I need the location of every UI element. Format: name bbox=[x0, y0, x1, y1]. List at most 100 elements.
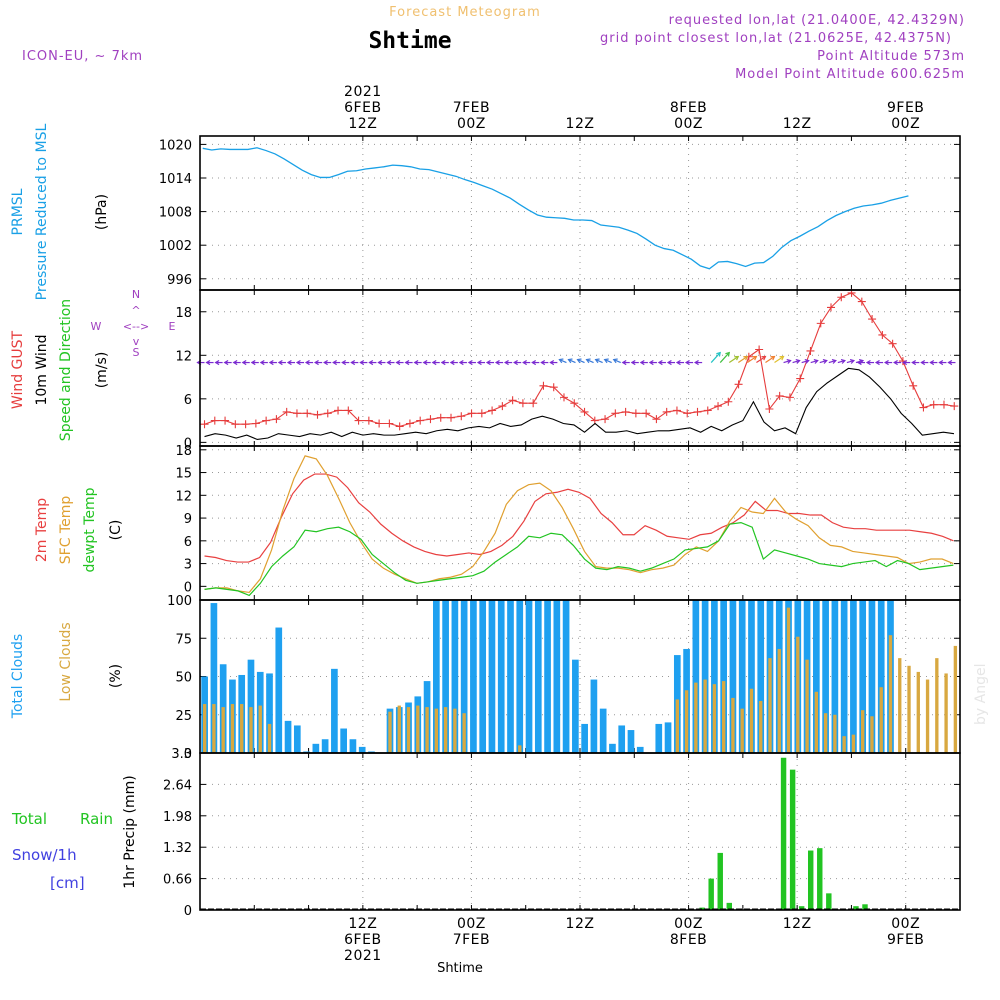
wind-barb bbox=[586, 359, 594, 364]
pressure-line bbox=[202, 147, 909, 270]
gust-point bbox=[683, 409, 692, 418]
low-cloud-bar bbox=[777, 648, 781, 753]
total-cloud-bar bbox=[210, 603, 218, 753]
gust-point bbox=[221, 416, 230, 425]
rain-bar bbox=[817, 848, 823, 910]
y-tick-label: 15 bbox=[175, 467, 192, 482]
low-cloud-bar bbox=[202, 704, 207, 753]
low-cloud-bar bbox=[768, 658, 772, 753]
gust-point bbox=[662, 407, 671, 416]
gust-point bbox=[241, 420, 250, 429]
gust-point bbox=[559, 393, 568, 402]
total-cloud-bar bbox=[433, 600, 440, 753]
wind-barb-head bbox=[621, 359, 627, 366]
gust-point bbox=[354, 416, 363, 425]
svg-text:^: ^ bbox=[131, 304, 140, 317]
wind-barb-head bbox=[359, 359, 365, 366]
wind-barb-head bbox=[313, 359, 319, 366]
wind-labels: Wind GUST 10m Wind Speed and Direction (… bbox=[10, 288, 176, 441]
total-cloud-bar bbox=[442, 600, 449, 753]
top-time-label: 00Z bbox=[674, 116, 703, 132]
wind-barb bbox=[710, 352, 721, 363]
bottom-time-label: 00Z bbox=[891, 916, 920, 932]
label-cm: [cm] bbox=[50, 874, 85, 892]
gust-point bbox=[672, 406, 681, 415]
y-tick-label: 1.98 bbox=[163, 810, 192, 825]
wind-barb-head bbox=[734, 355, 740, 361]
total-cloud-bar bbox=[331, 668, 338, 753]
gust-point bbox=[426, 415, 435, 424]
label-1hr-precip: 1hr Precip (mm) bbox=[122, 775, 138, 888]
total-cloud-bar bbox=[470, 600, 477, 753]
wind-barb-head bbox=[467, 359, 473, 366]
total-cloud-bar bbox=[544, 600, 551, 753]
wind-barb-head bbox=[929, 359, 935, 366]
total-cloud-bar bbox=[497, 600, 505, 753]
gust-point bbox=[375, 419, 384, 428]
top-time-label: 12Z bbox=[566, 116, 595, 132]
dewpt-line bbox=[204, 522, 954, 597]
wind-barb-head bbox=[920, 359, 926, 366]
total-cloud-bar bbox=[516, 600, 524, 753]
wind-barb-head bbox=[540, 359, 546, 366]
wind-barb-head bbox=[223, 359, 229, 366]
wind-barb bbox=[568, 359, 576, 364]
gust-point bbox=[251, 419, 260, 428]
gust-point bbox=[292, 409, 301, 418]
gust-point bbox=[323, 409, 332, 418]
low-cloud-bar bbox=[935, 658, 939, 753]
rain-bar bbox=[789, 769, 796, 910]
low-cloud-bar bbox=[805, 659, 809, 753]
requested-coords: requested lon,lat (21.0400E, 42.4329N) bbox=[669, 13, 965, 28]
low-cloud-bar bbox=[675, 699, 679, 753]
wind-barb bbox=[774, 356, 784, 364]
plot-area: 9961002100810141020061218036912151802550… bbox=[159, 84, 961, 964]
wind-barb-head bbox=[947, 359, 953, 366]
total-cloud-bar bbox=[312, 743, 320, 753]
wind-barb-head bbox=[648, 359, 654, 366]
bottom-time-label: 00Z bbox=[457, 916, 486, 932]
low-cloud-bar bbox=[230, 704, 235, 753]
total-cloud-bar bbox=[479, 600, 487, 753]
wind-barb-head bbox=[485, 359, 491, 366]
wind-barb-head bbox=[286, 359, 292, 366]
gust-point bbox=[344, 406, 353, 415]
model-name: ICON-EU, ~ 7km bbox=[22, 49, 143, 64]
total-cloud-bar bbox=[748, 600, 755, 753]
wind-barb-head bbox=[440, 359, 446, 366]
gust-point bbox=[919, 403, 928, 412]
top-time-label: 12Z bbox=[783, 116, 812, 132]
wind-barb-head bbox=[716, 351, 721, 357]
temperature-labels: 2m Temp SFC Temp dewpt Temp (C) bbox=[34, 487, 124, 572]
low-cloud-bar bbox=[416, 705, 420, 753]
low-cloud-bar bbox=[212, 704, 216, 753]
wind-barb-head bbox=[259, 359, 265, 366]
wind-barb bbox=[846, 359, 855, 364]
gust-point bbox=[755, 345, 764, 354]
wind-barb-head bbox=[693, 359, 699, 366]
gust-point bbox=[693, 407, 702, 416]
low-cloud-bar bbox=[814, 691, 819, 753]
low-cloud-bar bbox=[388, 711, 392, 753]
low-cloud-bar bbox=[749, 688, 754, 753]
top-time-label: 12Z bbox=[348, 116, 377, 132]
total-cloud-bar bbox=[692, 600, 700, 753]
y-tick-label: 3 bbox=[184, 558, 192, 573]
gust-point bbox=[385, 419, 394, 428]
wind-barb-head bbox=[743, 355, 749, 361]
wind-barb-head bbox=[494, 359, 500, 366]
bottom-time-label: 7FEB bbox=[453, 932, 490, 948]
total-cloud-bar bbox=[293, 725, 301, 753]
wind-barb-head bbox=[831, 358, 837, 364]
wind-barb-head bbox=[874, 359, 880, 366]
total-cloud-bar bbox=[701, 600, 709, 753]
low-cloud-bar bbox=[453, 708, 457, 753]
wind-barb-head bbox=[761, 355, 767, 361]
wind-barb-head bbox=[250, 359, 256, 366]
low-cloud-bar bbox=[258, 705, 262, 753]
gust-point bbox=[457, 412, 466, 421]
gust-point bbox=[200, 420, 209, 429]
total-cloud-bar bbox=[451, 600, 459, 753]
wind-barb-head bbox=[938, 359, 944, 366]
wind-barb-head bbox=[893, 359, 898, 366]
